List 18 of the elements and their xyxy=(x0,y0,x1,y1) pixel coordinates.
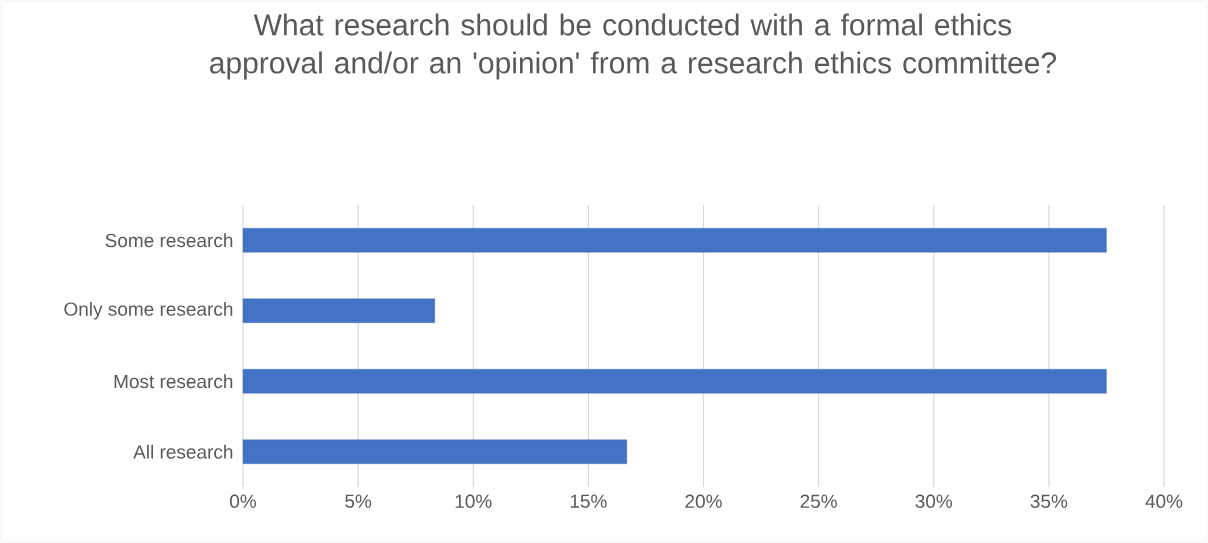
bar xyxy=(242,298,435,323)
x-tick-label: 20% xyxy=(685,494,722,508)
bar xyxy=(242,369,1107,394)
x-tick-label: 0% xyxy=(230,494,257,508)
bar xyxy=(242,228,1107,253)
x-tick-label: 30% xyxy=(915,494,953,508)
x-tick-label: 40% xyxy=(1145,494,1183,508)
y-tick-label: Some research xyxy=(105,233,233,248)
y-tick-label: Only some research xyxy=(64,301,233,320)
x-tick-label: 10% xyxy=(455,494,492,508)
x-tick-label: 25% xyxy=(800,494,837,508)
y-tick-label: Most research xyxy=(114,374,233,389)
chart-title: What research should be conducted with a formal ethics approval and/or an 'opinion' from a research ethics committee? xyxy=(210,13,1057,80)
x-tick-label: 15% xyxy=(570,494,607,508)
bar xyxy=(242,439,628,464)
x-tick-label: 5% xyxy=(345,494,372,508)
x-tick-label: 35% xyxy=(1030,494,1068,508)
y-tick-label: All research xyxy=(133,444,233,459)
